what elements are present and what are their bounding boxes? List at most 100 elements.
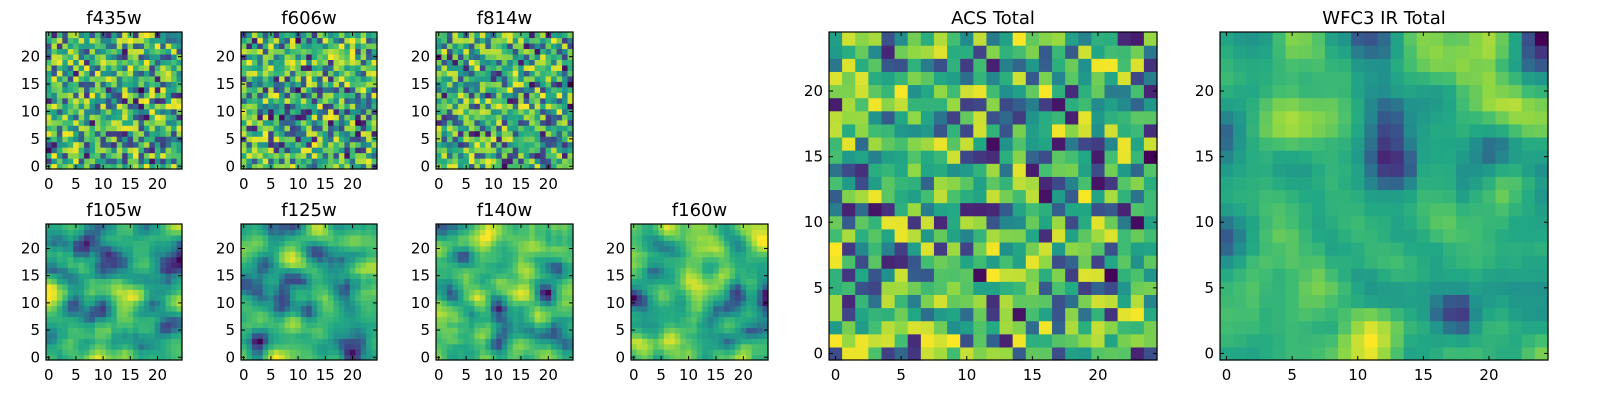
heatmap-cell (534, 229, 541, 236)
heatmap-cell (154, 147, 161, 154)
heatmap-cell (724, 343, 731, 350)
heatmap-cell (490, 119, 497, 126)
heatmap-cell (1025, 346, 1040, 361)
heatmap-cell (246, 42, 253, 50)
heatmap-cell (441, 311, 448, 318)
heatmap-cell (468, 229, 475, 236)
heatmap-cell (518, 147, 525, 154)
heatmap-cell (251, 272, 258, 279)
heatmap-cell (289, 262, 296, 269)
heatmap-cell (479, 75, 486, 82)
heatmap-cell (251, 48, 258, 55)
heatmap-cell (89, 108, 96, 115)
heatmap-cell (534, 86, 541, 93)
heatmap-cell (349, 349, 356, 356)
heatmap-cell (111, 251, 118, 258)
heatmap-cell (133, 59, 140, 66)
heatmap-cell (111, 240, 118, 247)
heatmap-cell (268, 256, 275, 263)
heatmap-cell (355, 338, 362, 345)
heatmap-cell (485, 48, 492, 55)
heatmap-cell (311, 114, 318, 121)
heatmap-cell (349, 108, 356, 115)
heatmap-cell (328, 343, 335, 350)
heatmap-cell (713, 289, 720, 296)
heatmap-cell (246, 103, 253, 110)
heatmap-cell (529, 163, 536, 170)
heatmap-cell (757, 245, 764, 252)
heatmap-cell (100, 300, 107, 307)
heatmap-cell (133, 316, 140, 323)
heatmap-cell (960, 268, 974, 282)
heatmap-cell (257, 267, 264, 274)
heatmap-cell (762, 343, 769, 350)
heatmap-cell (149, 349, 156, 356)
heatmap-cell (762, 305, 769, 312)
heatmap-cell (138, 37, 145, 44)
heatmap-cell (490, 152, 497, 159)
heatmap-cell (436, 305, 443, 312)
heatmap-cell (338, 141, 345, 148)
heatmap-cell (452, 289, 459, 296)
heatmap-cell (154, 48, 161, 55)
heatmap-cell (685, 278, 692, 285)
heatmap-cell (702, 262, 709, 269)
heatmap-cell (56, 64, 63, 71)
heatmap-cell (333, 283, 340, 290)
heatmap-cell (279, 136, 286, 143)
heatmap-cell (702, 327, 709, 334)
heatmap-cell (366, 224, 373, 231)
heatmap-cell (306, 125, 313, 132)
heatmap-cell (762, 262, 769, 269)
heatmap-cell (133, 251, 140, 258)
heatmap-cell (94, 97, 101, 104)
heatmap-cell (556, 147, 563, 154)
heatmap-cell (94, 327, 101, 334)
heatmap-cell (311, 251, 318, 258)
heatmap-cell (133, 349, 140, 356)
heatmap-cell (496, 343, 503, 350)
heatmap-cell (116, 32, 123, 39)
heatmap-cell (485, 332, 492, 339)
x-tick-label: 10 (289, 175, 308, 193)
heatmap-cell (143, 343, 150, 350)
heatmap-cell (84, 108, 91, 115)
heatmap-cell (1130, 281, 1145, 295)
heatmap-cell (713, 229, 720, 236)
heatmap-cell (122, 338, 129, 345)
heatmap-cell (551, 119, 558, 126)
heatmap-cell (512, 262, 519, 269)
heatmap-cell (300, 332, 307, 339)
heatmap-cell (1052, 333, 1066, 348)
heatmap-cell (691, 224, 698, 231)
heatmap-cell (551, 229, 558, 236)
heatmap-cell (735, 283, 742, 290)
heatmap-cell (479, 152, 486, 159)
heatmap-cell (171, 86, 178, 93)
heatmap-cell (436, 92, 443, 99)
heatmap-cell (1052, 268, 1066, 282)
heatmap-cell (89, 234, 96, 241)
heatmap-cell (463, 59, 470, 66)
heatmap-cell (160, 332, 167, 339)
heatmap-cell (111, 114, 118, 121)
heatmap-cell (669, 267, 676, 274)
heatmap-cell (567, 75, 574, 82)
heatmap-cell (740, 262, 747, 269)
heatmap-cell (154, 349, 161, 356)
heatmap-cell (62, 321, 69, 328)
y-tick-label: 0 (30, 157, 40, 175)
heatmap-cell (663, 224, 670, 231)
heatmap-cell (355, 75, 362, 82)
heatmap-cell (1065, 307, 1079, 322)
heatmap-cell (322, 338, 329, 345)
heatmap-cell (311, 136, 318, 143)
heatmap-cell (165, 32, 172, 39)
heatmap-cell (127, 240, 134, 247)
heatmap-cell (457, 256, 464, 263)
heatmap-cell (685, 300, 692, 307)
heatmap-cell (1130, 241, 1145, 256)
heatmap-cell (933, 228, 948, 243)
heatmap-cell (960, 215, 974, 230)
heatmap-cell (735, 343, 742, 350)
